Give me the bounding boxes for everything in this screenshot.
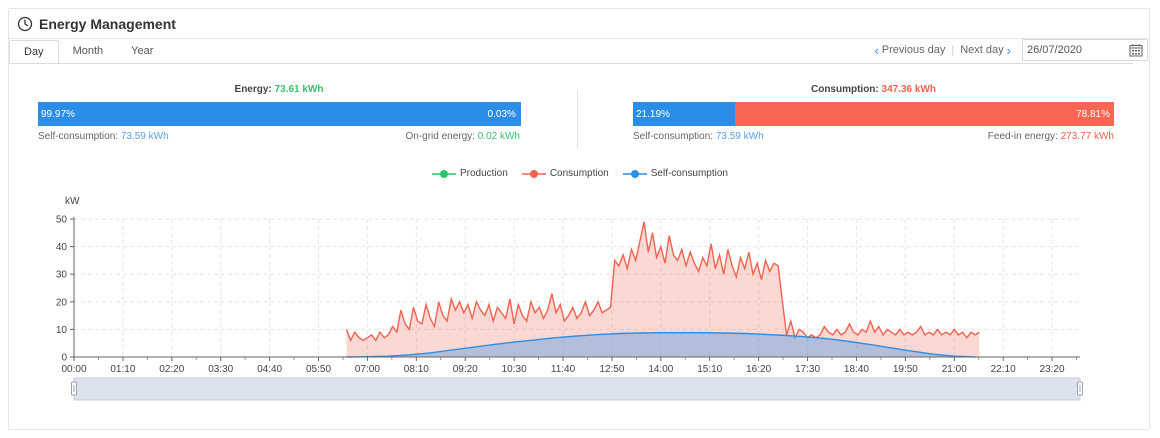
x-tick-label: 01:10: [110, 364, 135, 375]
x-tick-label: 12:50: [599, 364, 624, 375]
x-tick-label: 08:10: [404, 364, 429, 375]
date-navigation: ‹ Previous day | Next day ›: [871, 39, 1148, 61]
x-tick-label: 21:00: [942, 364, 967, 375]
energy-self-consumption-segment: 99.97% 0.03%: [38, 102, 520, 126]
consumption-self-text: Self-consumption: 73.59 kWh: [633, 131, 764, 142]
self-consumption-area: [346, 332, 976, 357]
energy-bar: 99.97% 0.03%: [38, 102, 520, 126]
energy-self-consumption-value: 73.59 kWh: [120, 131, 169, 142]
y-tick-label: 50: [56, 215, 68, 226]
previous-day-button[interactable]: ‹ Previous day: [871, 43, 945, 58]
energy-self-consumption-text: Self-consumption: 73.59 kWh: [38, 131, 169, 142]
previous-day-label: Previous day: [881, 44, 946, 56]
feed-in-energy-label: Feed-in energy:: [987, 131, 1061, 142]
x-tick-label: 17:30: [795, 364, 820, 375]
clock-icon: [17, 16, 33, 31]
x-tick-label: 11:40: [551, 364, 576, 375]
calendar-icon[interactable]: [1129, 43, 1143, 57]
x-tick-label: 22:10: [991, 364, 1016, 375]
tab-year[interactable]: Year: [131, 45, 154, 57]
x-tick-label: 15:10: [697, 364, 722, 375]
self-consumption-legend-icon: [622, 169, 647, 178]
energy-summary: Energy: 73.61 kWh 99.97% 0.03% Self-cons…: [38, 84, 520, 142]
next-day-button[interactable]: Next day ›: [960, 43, 1014, 58]
on-grid-energy-label: On-grid energy:: [405, 131, 478, 142]
energy-title: Energy: 73.61 kWh: [38, 84, 520, 98]
x-tick-label: 05:50: [306, 364, 331, 375]
consumption-bar-footer: Self-consumption: 73.59 kWh Feed-in ener…: [633, 131, 1114, 142]
consumption-left-pct: 21.19%: [636, 108, 670, 120]
consumption-title-label: Consumption:: [810, 84, 882, 95]
consumption-self-label: Self-consumption:: [633, 131, 716, 142]
date-input[interactable]: [1027, 44, 1123, 56]
x-tick-label: 07:00: [355, 364, 380, 375]
tab-month[interactable]: Month: [72, 45, 104, 57]
y-tick-label: 30: [56, 270, 68, 281]
y-tick-label: 10: [56, 325, 68, 336]
panel-title: Energy Management: [39, 15, 176, 32]
chart-areas: [345, 221, 980, 358]
energy-bar-footer: Self-consumption: 73.59 kWh On-grid ener…: [38, 131, 520, 142]
x-tick-label: 00:00: [61, 364, 86, 375]
legend-self-consumption[interactable]: Self-consumption: [622, 168, 728, 179]
y-tick-label: 40: [56, 242, 68, 253]
tabs-divider: [9, 63, 1133, 64]
zoom-slider[interactable]: [71, 377, 1083, 401]
x-tick-label: 02:20: [159, 364, 184, 375]
self-consumption-line: [346, 332, 976, 358]
legend-production-label: Production: [460, 168, 508, 179]
chart-legend: Production Consumption Self-consumption: [0, 168, 1160, 179]
y-tick-label: 0: [61, 353, 67, 364]
energy-right-pct: 0.03%: [487, 108, 516, 120]
consumption-area: [346, 221, 980, 357]
x-tick-label: 23:20: [1040, 364, 1065, 375]
consumption-self-value: 73.59 kWh: [715, 131, 764, 142]
x-tick-label: 10:30: [502, 364, 527, 375]
consumption-feed-in-segment: 78.81%: [734, 102, 1114, 126]
feed-in-energy-value: 273.77 kWh: [1060, 131, 1114, 142]
consumption-self-segment: 21.19%: [633, 102, 735, 126]
consumption-title: Consumption: 347.36 kWh: [633, 84, 1114, 98]
consumption-legend-icon: [521, 169, 546, 178]
date-picker[interactable]: [1022, 39, 1148, 61]
panel-header: Energy Management: [9, 9, 1149, 39]
legend-production[interactable]: Production: [432, 168, 508, 179]
chevron-left-icon: ‹: [874, 42, 879, 58]
x-tick-label: 18:40: [844, 364, 869, 375]
nav-separator: |: [951, 44, 955, 56]
energy-left-pct: 99.97%: [41, 108, 75, 120]
consumption-bar: 21.19% 78.81%: [633, 102, 1114, 126]
y-axis-label: kW: [65, 196, 80, 207]
consumption-total-value: 347.36 kWh: [881, 84, 937, 95]
energy-title-label: Energy:: [234, 84, 275, 95]
next-day-label: Next day: [960, 44, 1004, 56]
feed-in-energy-text: Feed-in energy: 273.77 kWh: [988, 131, 1114, 142]
x-tick-label: 16:20: [746, 364, 771, 375]
production-legend-icon: [432, 169, 456, 178]
chevron-right-icon: ›: [1006, 42, 1011, 58]
legend-self-consumption-label: Self-consumption: [650, 168, 728, 179]
consumption-line: [345, 221, 980, 343]
on-grid-energy-value: 0.02 kWh: [477, 131, 520, 142]
chart-grid: [74, 218, 1080, 357]
x-tick-label: 04:40: [257, 364, 282, 375]
consumption-summary: Consumption: 347.36 kWh 21.19% 78.81% Se…: [633, 84, 1114, 142]
legend-consumption[interactable]: Consumption: [521, 168, 609, 179]
energy-self-consumption-label: Self-consumption:: [38, 131, 121, 142]
x-tick-label: 09:20: [453, 364, 478, 375]
consumption-right-pct: 78.81%: [1076, 108, 1110, 120]
legend-consumption-label: Consumption: [549, 168, 609, 179]
zoom-range[interactable]: [73, 377, 1081, 401]
x-tick-label: 14:00: [648, 364, 673, 375]
energy-total-value: 73.61 kWh: [274, 84, 324, 95]
chart-axes: 0 10 20 30 40 50 00:00 01:10 02:20 03:30 04:40 05:5…: [56, 215, 1080, 375]
x-tick-label: 03:30: [208, 364, 233, 375]
on-grid-energy-text: On-grid energy: 0.02 kWh: [405, 131, 520, 142]
summary-divider: [577, 90, 578, 148]
x-tick-label: 19:50: [893, 364, 918, 375]
y-tick-label: 20: [56, 297, 68, 308]
